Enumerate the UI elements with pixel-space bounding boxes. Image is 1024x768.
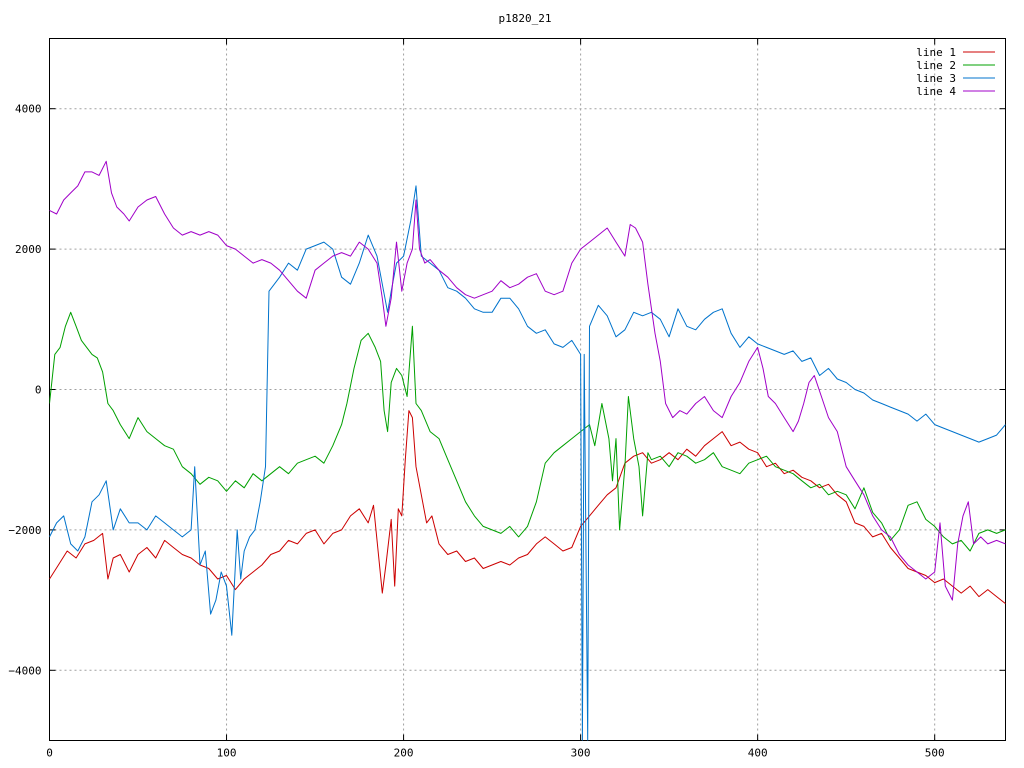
legend-label: line 3 xyxy=(916,72,956,85)
chart-title: p1820_21 xyxy=(499,12,552,25)
legend-label: line 1 xyxy=(916,46,956,59)
legend-label: line 2 xyxy=(916,59,956,72)
x-tick-label: 300 xyxy=(571,747,591,760)
y-tick-label: −2000 xyxy=(8,524,41,537)
y-tick-label: −4000 xyxy=(8,664,41,677)
series-line-1 xyxy=(49,410,1006,604)
series-line-2 xyxy=(49,311,1006,552)
series-line-3 xyxy=(49,185,1006,741)
series-group xyxy=(49,160,1006,741)
grid xyxy=(49,38,1006,741)
y-tick-label: 0 xyxy=(35,384,42,397)
x-tick-label: 500 xyxy=(925,747,945,760)
axis-ticks: 0 100 200 300 400 500 −4000 −2000 0 2000 4000 xyxy=(8,38,1006,760)
x-tick-label: 100 xyxy=(217,747,237,760)
x-tick-label: 200 xyxy=(394,747,414,760)
series-line-4 xyxy=(49,160,1006,601)
legend-label: line 4 xyxy=(916,85,956,98)
plot-frame xyxy=(49,38,1006,741)
x-tick-label: 0 xyxy=(46,747,53,760)
x-tick-label: 400 xyxy=(748,747,768,760)
y-tick-label: 2000 xyxy=(15,243,42,256)
y-tick-label: 4000 xyxy=(15,103,42,116)
